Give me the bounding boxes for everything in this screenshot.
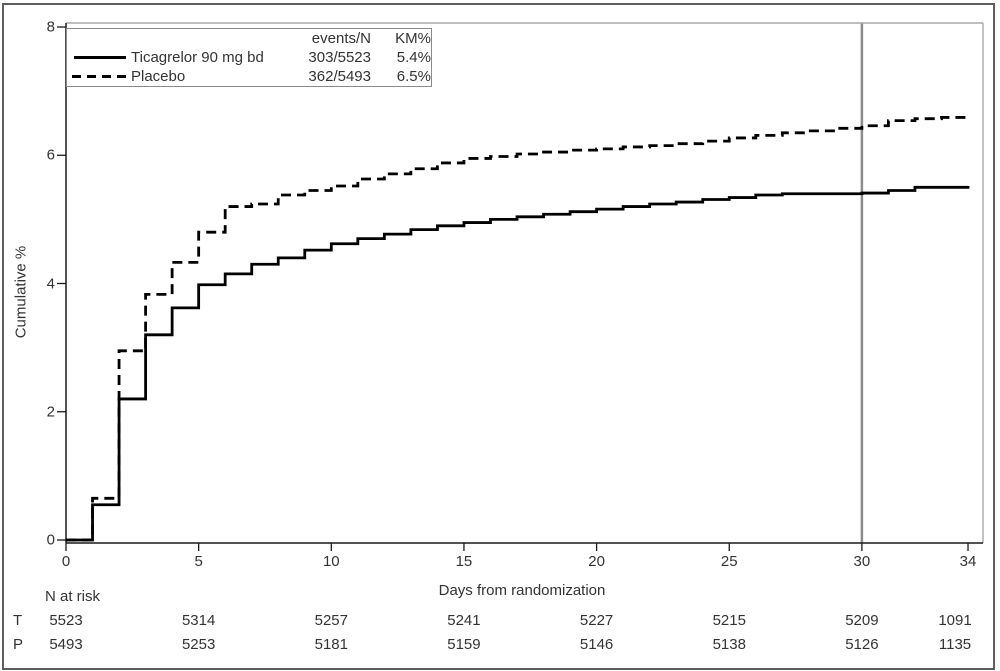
y-axis-title: Cumulative % (12, 245, 30, 339)
risk-row-label-placebo: P (13, 636, 24, 653)
risk-count: 5181 (314, 636, 348, 653)
legend-header-km: KM% (395, 30, 431, 47)
risk-count: 5215 (712, 612, 746, 629)
x-tick-label: 10 (322, 553, 340, 570)
y-tick-label: 0 (46, 531, 55, 549)
y-tick-label: 2 (46, 403, 55, 421)
risk-count: 1091 (938, 612, 972, 629)
risk-count: 1135 (938, 636, 972, 653)
km-curve-ticagrelor (66, 185, 970, 542)
risk-row-label-ticagrelor: T (13, 612, 23, 629)
x-tick-label: 5 (194, 553, 203, 570)
x-tick-label: 15 (455, 553, 473, 570)
x-tick-label: 0 (61, 553, 71, 570)
y-tick-label: 4 (46, 275, 55, 292)
dashed-line-swatch-icon (72, 75, 126, 78)
risk-count: 5146 (579, 636, 614, 653)
legend-series-km: 6.5% (396, 68, 431, 85)
solid-line-swatch-icon (74, 56, 126, 59)
legend-series-km: 5.4% (396, 49, 431, 66)
legend-swatch-cell (69, 56, 131, 59)
risk-count: 5253 (181, 636, 216, 653)
risk-count: 5209 (845, 612, 879, 629)
legend-series-events: 362/5493 (308, 68, 371, 85)
x-tick-label: 30 (853, 553, 871, 570)
risk-count: 5241 (447, 612, 481, 629)
legend-series-name: Placebo (131, 68, 186, 85)
risk-table-title: N at risk (45, 588, 101, 605)
risk-count: 5314 (181, 612, 216, 629)
risk-count: 5126 (845, 636, 879, 653)
x-axis-title: Days from randomization (438, 582, 606, 599)
y-tick-label: 6 (46, 146, 55, 164)
legend-swatch-cell (69, 75, 131, 78)
x-tick-label: 25 (720, 553, 738, 570)
y-tick-label: 8 (46, 18, 55, 36)
risk-count: 5493 (49, 636, 83, 653)
risk-count: 5523 (49, 612, 83, 629)
x-tick-label: 20 (588, 553, 605, 570)
km-curve-placebo (66, 115, 970, 542)
risk-count: 5138 (712, 636, 746, 653)
legend-series-events: 303/5523 (308, 49, 371, 66)
risk-count: 5159 (447, 636, 481, 653)
legend-header-events: events/N (311, 30, 371, 47)
legend: events/N KM% Ticagrelor 90 mg bd 303/552… (66, 28, 432, 87)
legend-series-name: Ticagrelor 90 mg bd (131, 49, 264, 66)
risk-count: 5257 (314, 612, 348, 629)
x-tick-label: 34 (959, 553, 977, 570)
risk-count: 5227 (579, 612, 614, 629)
